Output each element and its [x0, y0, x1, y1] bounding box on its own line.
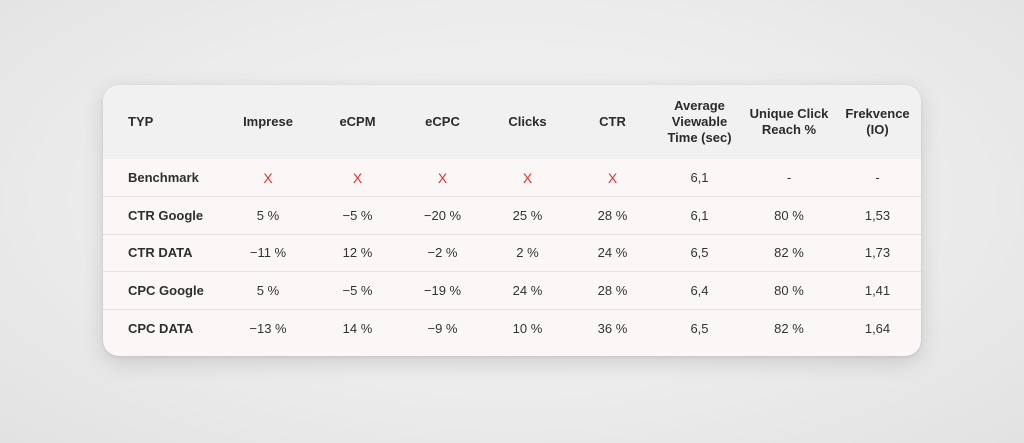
table-cell: 12 % — [315, 233, 400, 272]
table-cell: 6,1 — [690, 170, 709, 185]
comparison-table-card: TYP Imprese eCPM eCPC Clicks CTR Average… — [103, 85, 921, 356]
cross-mark: X — [352, 169, 363, 186]
table-cell: 5 % — [221, 271, 315, 309]
table-cell: - — [875, 170, 880, 185]
cross-mark: X — [522, 169, 533, 186]
table-cell: 14 % — [315, 308, 400, 347]
table-cell: 1,41 — [834, 271, 921, 309]
table-cell: −11 % — [221, 233, 315, 272]
table-cell: 28 % — [570, 271, 655, 309]
comparison-table: TYP Imprese eCPM eCPC Clicks CTR Average… — [103, 85, 921, 347]
row-label: CPC DATA — [103, 308, 221, 347]
table-cell: 24 % — [485, 271, 570, 309]
row-label: Benchmark — [128, 170, 199, 185]
table-cell: −5 % — [315, 271, 400, 309]
row-label: CTR DATA — [103, 233, 221, 272]
table-cell: 25 % — [485, 196, 570, 234]
table-row: CPC Google 5 % −5 % −19 % 24 % 28 % 6,4 … — [103, 271, 921, 309]
table-header-row: TYP Imprese eCPM eCPC Clicks CTR Average… — [103, 85, 921, 159]
table-cell: 80 % — [744, 271, 834, 309]
row-label: CTR Google — [103, 196, 221, 234]
table-cell: −20 % — [400, 196, 485, 234]
header-typ: TYP — [128, 114, 154, 129]
header-frekvence: Frekvence (IO) — [845, 106, 910, 137]
table-cell: −9 % — [400, 308, 485, 347]
header-ecpm: eCPM — [339, 114, 376, 129]
cross-mark: X — [263, 169, 273, 186]
table-cell: 36 % — [570, 308, 655, 347]
header-imprese: Imprese — [243, 114, 293, 129]
cross-mark: X — [607, 169, 618, 186]
table-cell: 1,53 — [834, 196, 921, 234]
table-cell: 6,5 — [655, 308, 744, 347]
table-row: CTR Google 5 % −5 % −20 % 25 % 28 % 6,1 … — [103, 196, 921, 234]
table-cell: 5 % — [221, 196, 315, 234]
table-cell: 6,1 — [655, 196, 744, 234]
header-unique-click-reach: Unique Click Reach % — [749, 106, 829, 137]
table-cell: 1,64 — [834, 308, 921, 347]
table-row: CTR DATA −11 % 12 % −2 % 2 % 24 % 6,5 82… — [103, 233, 921, 272]
table-cell: 1,73 — [834, 233, 921, 272]
table-row: Benchmark X X X X X 6,1 - - — [103, 159, 921, 197]
header-ctr: CTR — [599, 114, 626, 129]
table-cell: 2 % — [485, 233, 570, 272]
table-cell: 10 % — [485, 308, 570, 347]
table-cell: 28 % — [570, 196, 655, 234]
cross-mark: X — [437, 169, 448, 186]
table-cell: 6,4 — [655, 271, 744, 309]
row-label: CPC Google — [103, 271, 221, 309]
table-cell: 82 % — [744, 308, 834, 347]
table-cell: −5 % — [315, 196, 400, 234]
table-cell: 24 % — [570, 233, 655, 272]
table-cell: 80 % — [744, 196, 834, 234]
header-clicks: Clicks — [508, 114, 547, 129]
table-cell: −13 % — [221, 308, 315, 347]
table-cell: 6,5 — [655, 233, 744, 272]
header-ecpc: eCPC — [425, 114, 460, 129]
header-average-viewable-time: Average Viewable Time (sec) — [667, 98, 732, 145]
table-cell: 82 % — [744, 233, 834, 272]
table-cell: - — [786, 170, 792, 185]
table-row: CPC DATA −13 % 14 % −9 % 10 % 36 % 6,5 8… — [103, 308, 921, 347]
table-cell: −19 % — [400, 271, 485, 309]
table-cell: −2 % — [400, 233, 485, 272]
